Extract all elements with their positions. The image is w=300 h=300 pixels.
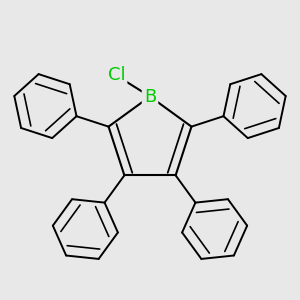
Text: B: B [144,88,156,106]
Text: Cl: Cl [108,67,125,85]
